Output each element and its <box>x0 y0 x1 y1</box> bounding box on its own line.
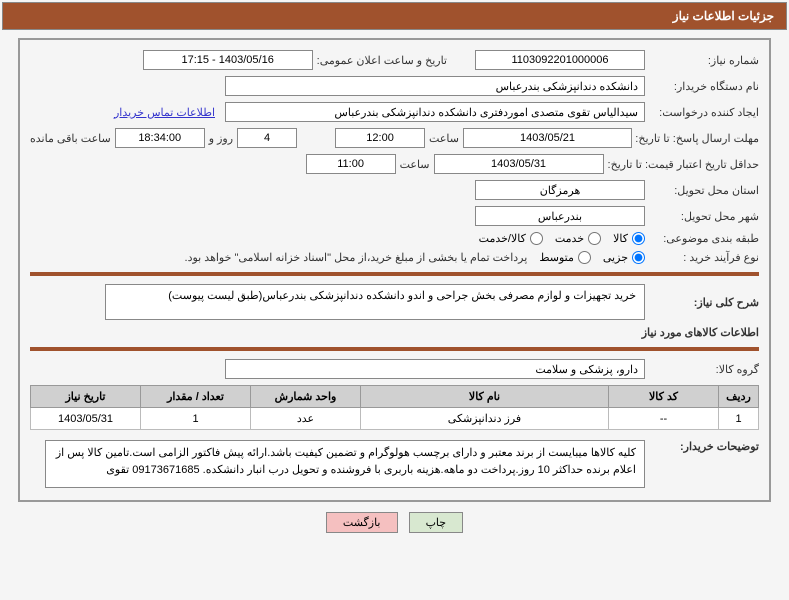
table-header-row: ردیف کد کالا نام کالا واحد شمارش تعداد /… <box>31 386 759 408</box>
payment-note: پرداخت تمام یا بخشی از مبلغ خرید،از محل … <box>185 251 528 264</box>
th-name: نام کالا <box>361 386 609 408</box>
validity-label: حداقل تاریخ اعتبار قیمت: تا تاریخ: <box>608 158 759 171</box>
proc-medium-label: متوسط <box>539 251 574 264</box>
table-row: 1 -- فرز دندانپزشکی عدد 1 1403/05/31 <box>31 408 759 430</box>
need-number-label: شماره نیاز: <box>649 54 759 67</box>
remaining-label: ساعت باقی مانده <box>30 132 111 145</box>
print-button[interactable]: چاپ <box>409 512 464 533</box>
time-label-1: ساعت <box>429 132 459 145</box>
td-unit: عدد <box>251 408 361 430</box>
category-label: طبقه بندی موضوعی: <box>649 232 759 245</box>
buyer-org-label: نام دستگاه خریدار: <box>649 80 759 93</box>
requester-field[interactable] <box>225 102 645 122</box>
days-field[interactable] <box>237 128 297 148</box>
cat-goods-service-radio[interactable] <box>530 232 543 245</box>
proc-medium-radio[interactable] <box>578 251 591 264</box>
cat-service-label: خدمت <box>555 232 584 245</box>
cat-goods-radio[interactable] <box>632 232 645 245</box>
proc-small-label: جزیی <box>603 251 628 264</box>
buyer-notes-text: کلیه کالاها میبایست از برند معتبر و دارا… <box>45 440 645 488</box>
requester-label: ایجاد کننده درخواست: <box>649 106 759 119</box>
th-date: تاریخ نیاز <box>31 386 141 408</box>
group-field[interactable] <box>225 359 645 379</box>
page-header: جزئیات اطلاعات نیاز <box>2 2 787 30</box>
validity-date-field[interactable] <box>434 154 604 174</box>
days-label: روز و <box>209 132 233 145</box>
buyer-contact-link[interactable]: اطلاعات تماس خریدار <box>114 106 215 119</box>
th-qty: تعداد / مقدار <box>141 386 251 408</box>
desc-label: شرح کلی نیاز: <box>649 296 759 309</box>
td-date: 1403/05/31 <box>31 408 141 430</box>
goods-table: ردیف کد کالا نام کالا واحد شمارش تعداد /… <box>30 385 759 430</box>
buyer-org-field[interactable] <box>225 76 645 96</box>
city-field[interactable] <box>475 206 645 226</box>
th-code: کد کالا <box>609 386 719 408</box>
td-code: -- <box>609 408 719 430</box>
announce-date-label: تاریخ و ساعت اعلان عمومی: <box>317 54 447 67</box>
td-row: 1 <box>719 408 759 430</box>
time-label-2: ساعت <box>400 158 430 171</box>
city-label: شهر محل تحویل: <box>649 210 759 223</box>
province-field[interactable] <box>475 180 645 200</box>
cat-goods-service-label: کالا/خدمت <box>479 232 526 245</box>
section-divider-2 <box>30 347 759 351</box>
th-row: ردیف <box>719 386 759 408</box>
footer-buttons: چاپ بازگشت <box>0 512 789 533</box>
cat-goods-label: کالا <box>613 232 628 245</box>
process-label: نوع فرآیند خرید : <box>649 251 759 264</box>
category-radio-group: کالا خدمت کالا/خدمت <box>479 232 645 245</box>
deadline-time-field[interactable] <box>335 128 425 148</box>
proc-small-radio[interactable] <box>632 251 645 264</box>
td-qty: 1 <box>141 408 251 430</box>
goods-section-title: اطلاعات کالاهای مورد نیاز <box>30 326 759 339</box>
province-label: استان محل تحویل: <box>649 184 759 197</box>
section-divider-1 <box>30 272 759 276</box>
need-number-field[interactable] <box>475 50 645 70</box>
back-button[interactable]: بازگشت <box>326 512 398 533</box>
deadline-label: مهلت ارسال پاسخ: تا تاریخ: <box>636 132 759 145</box>
main-panel: شماره نیاز: تاریخ و ساعت اعلان عمومی: نا… <box>18 38 771 502</box>
header-title: جزئیات اطلاعات نیاز <box>673 9 774 23</box>
desc-text: خرید تجهیزات و لوازم مصرفی بخش جراحی و ا… <box>105 284 645 320</box>
announce-date-field[interactable] <box>143 50 313 70</box>
td-name: فرز دندانپزشکی <box>361 408 609 430</box>
validity-time-field[interactable] <box>306 154 396 174</box>
deadline-date-field[interactable] <box>463 128 632 148</box>
group-label: گروه کالا: <box>649 363 759 376</box>
days-time-field[interactable] <box>115 128 205 148</box>
cat-service-radio[interactable] <box>588 232 601 245</box>
buyer-notes-label: توضیحات خریدار: <box>649 440 759 453</box>
th-unit: واحد شمارش <box>251 386 361 408</box>
process-radio-group: جزیی متوسط <box>539 251 645 264</box>
